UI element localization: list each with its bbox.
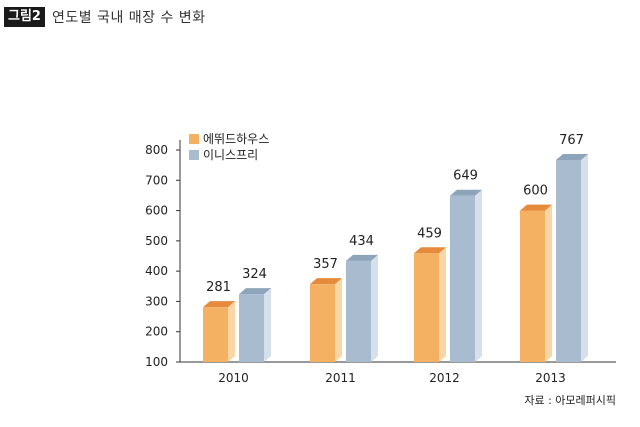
data-label-etude-2013: 600	[523, 184, 548, 199]
bar-innisfree-2013	[556, 159, 581, 362]
bar-innisfree-2010	[239, 294, 264, 362]
bar-innisfree-2012	[450, 195, 475, 362]
y-tick-label-600: 600	[145, 204, 168, 218]
data-label-etude-2010: 281	[206, 280, 231, 295]
bar-side-etude-2011	[335, 278, 342, 362]
bar-side-etude-2013	[545, 204, 552, 362]
y-tick-label-700: 700	[145, 173, 168, 187]
y-tick-label-200: 200	[145, 325, 168, 339]
bar-etude-2010	[203, 307, 228, 362]
legend-swatch-innisfree	[189, 150, 199, 160]
x-tick-label-2010: 2010	[218, 371, 249, 385]
figure-tag: 그림2	[4, 7, 45, 27]
bar-side-etude-2010	[228, 301, 235, 362]
y-tick-label-500: 500	[145, 234, 168, 248]
legend-label-innisfree: 이니스프리	[203, 148, 258, 162]
bar-side-etude-2012	[439, 247, 446, 362]
data-label-innisfree-2013: 767	[559, 133, 584, 148]
bar-etude-2011	[310, 284, 335, 362]
bar-innisfree-2011	[346, 260, 371, 362]
x-tick-label-2011: 2011	[325, 371, 356, 385]
data-label-etude-2011: 357	[313, 257, 338, 272]
y-tick-label-100: 100	[145, 355, 168, 369]
bar-top-etude-2013	[520, 204, 552, 211]
x-tick-label-2013: 2013	[535, 371, 566, 385]
bar-side-innisfree-2012	[475, 189, 482, 362]
legend-swatch-etude	[189, 134, 199, 144]
bar-top-etude-2011	[310, 278, 342, 285]
y-tick-label-300: 300	[145, 294, 168, 308]
source-note: 자료 : 아모레퍼시픽	[524, 394, 616, 407]
data-label-etude-2012: 459	[417, 226, 442, 241]
x-tick-label-2012: 2012	[429, 371, 460, 385]
data-label-innisfree-2010: 324	[242, 267, 267, 282]
bar-top-innisfree-2013	[556, 153, 588, 160]
data-label-innisfree-2012: 649	[453, 169, 478, 184]
bar-top-innisfree-2011	[346, 254, 378, 261]
bar-top-etude-2010	[203, 301, 235, 308]
bar-etude-2012	[414, 253, 439, 362]
bar-top-innisfree-2010	[239, 288, 271, 295]
bar-side-innisfree-2013	[581, 153, 588, 362]
legend-label-etude: 에뛰드하우스	[203, 132, 269, 146]
bar-side-innisfree-2010	[264, 288, 271, 362]
bar-top-innisfree-2012	[450, 189, 482, 196]
data-label-innisfree-2011: 434	[349, 234, 374, 249]
bar-top-etude-2012	[414, 247, 446, 254]
bar-side-innisfree-2011	[371, 254, 378, 362]
y-tick-label-400: 400	[145, 264, 168, 278]
figure-title: 연도별 국내 매장 수 변화	[51, 10, 206, 26]
y-tick-label-800: 800	[145, 143, 168, 157]
figure-header: 그림2 연도별 국내 매장 수 변화	[4, 6, 206, 28]
bar-etude-2013	[520, 210, 545, 362]
